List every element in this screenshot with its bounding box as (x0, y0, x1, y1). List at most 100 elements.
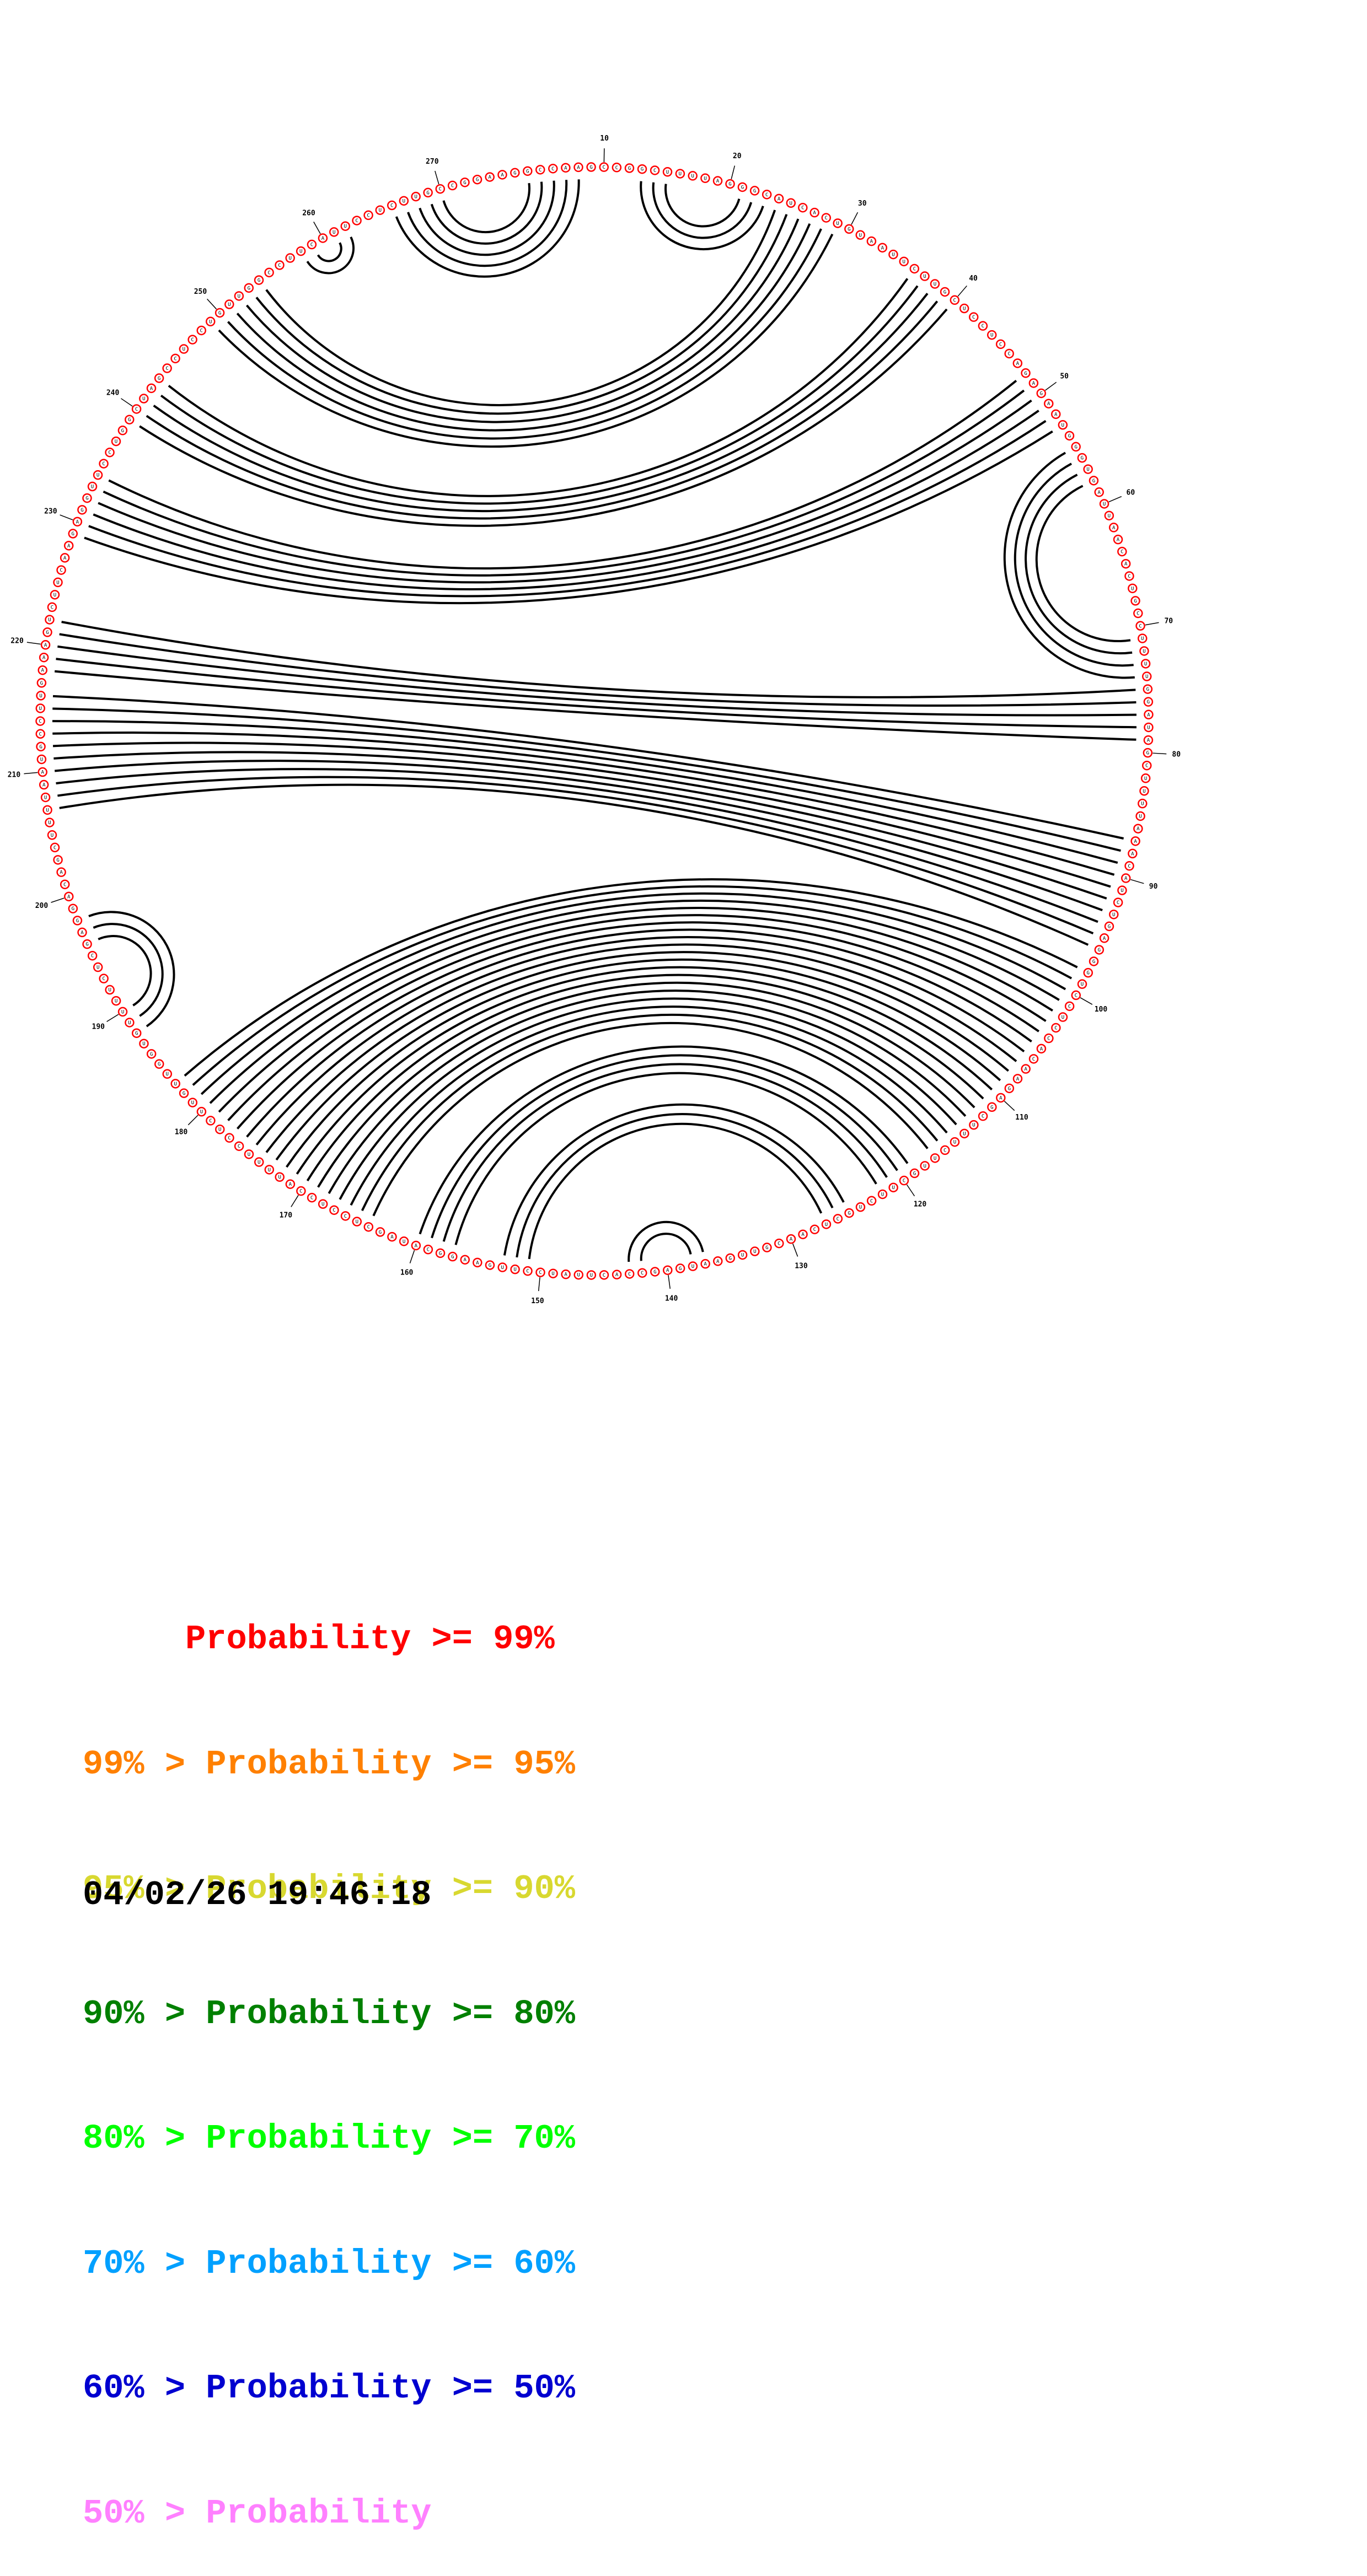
nucleotide: G (738, 183, 747, 191)
nucleotide-letter: U (1144, 776, 1147, 782)
legend-row-95-99: 99% > Probability >= 95% (83, 1744, 575, 1786)
nucleotide-letter: A (564, 165, 567, 171)
nucleotide-letter: U (121, 1009, 124, 1015)
nucleotide-letter: C (174, 356, 176, 362)
nucleotide: A (1114, 535, 1122, 544)
nucleotide: U (1138, 634, 1146, 643)
nucleotide-letter: A (67, 894, 71, 900)
nucleotide-letter: U (258, 1160, 260, 1165)
nucleotide: G (910, 1169, 919, 1177)
nucleotide: C (1143, 761, 1151, 770)
nucleotide: A (78, 928, 86, 937)
nucleotide: G (941, 288, 949, 296)
nucleotide: U (960, 1130, 968, 1138)
nucleotide: G (625, 164, 634, 173)
nucleotide: C (1005, 349, 1014, 358)
nucleotide: G (676, 1264, 684, 1272)
nucleotide: U (45, 616, 53, 624)
nucleotide-letter: C (801, 206, 804, 211)
nucleotide: G (1090, 957, 1098, 965)
nucleotide: A (574, 163, 582, 171)
nucleotide-letter: C (60, 568, 62, 573)
nucleotide: G (988, 1103, 996, 1111)
nucleotide-letter: U (892, 252, 894, 258)
nucleotide: C (100, 460, 108, 468)
position-tick (907, 1185, 914, 1196)
position-label: 210 (8, 771, 21, 779)
nucleotide: C (1125, 572, 1133, 580)
position-tick (410, 1250, 414, 1263)
nucleotide: U (37, 691, 45, 700)
nucleotide-letter: U (704, 176, 706, 181)
nucleotide: C (941, 1146, 949, 1154)
nucleotide: G (1065, 432, 1074, 440)
nucleotide: U (276, 1173, 284, 1181)
nucleotide-letter: A (813, 211, 816, 216)
nucleotide: A (701, 1260, 710, 1268)
nucleotide: A (811, 208, 819, 217)
nucleotide: G (726, 180, 735, 188)
nucleotide: A (996, 1094, 1005, 1102)
nucleotide-letter: A (60, 870, 63, 875)
nucleotide: G (1005, 1084, 1014, 1093)
nucleotide: C (57, 566, 66, 574)
nucleotide-letter: U (1145, 674, 1148, 680)
nucleotide-letter: C (355, 218, 358, 224)
nucleotide-letter: C (238, 1144, 240, 1149)
nucleotide-letter: U (577, 1273, 580, 1278)
nucleotide: G (245, 284, 253, 292)
nucleotide: C (1052, 1024, 1060, 1032)
nucleotide: U (689, 1262, 697, 1271)
nucleotide: U (575, 1271, 583, 1279)
nucleotide-letter: C (267, 270, 270, 276)
nucleotide: G (1095, 945, 1103, 954)
nucleotide-letter: C (299, 1189, 302, 1195)
nucleotide-letter: G (1146, 687, 1149, 692)
nucleotide: U (1084, 465, 1092, 474)
nucleotide-letter: U (836, 221, 839, 227)
nucleotide-letter: G (1108, 924, 1111, 929)
nucleotide: C (189, 336, 197, 344)
nucleotide: C (979, 322, 987, 330)
nucleotide-letter: C (367, 213, 369, 218)
nucleotide: C (536, 1268, 544, 1277)
nucleotide: C (364, 1223, 373, 1231)
nucleotide: A (613, 1271, 621, 1279)
nucleotide: U (1078, 980, 1086, 988)
nucleotide: U (1140, 647, 1148, 655)
nucleotide-letter: G (85, 942, 88, 948)
nucleotide-letter: G (653, 1270, 656, 1275)
nucleotide-letter: G (848, 1211, 850, 1216)
nucleotide: C (1065, 1002, 1074, 1010)
nucleotide-letter: U (356, 1219, 358, 1225)
nucleotide: A (498, 170, 506, 179)
nucleotide-letter: U (1141, 636, 1144, 642)
nucleotide-letter: U (344, 224, 347, 229)
nucleotide-letter: U (128, 1020, 131, 1026)
legend-row-ge99: Probability >= 99% (83, 1618, 575, 1660)
nucleotide: C (910, 265, 919, 273)
nucleotide-letter: A (1134, 839, 1137, 845)
nucleotide: U (206, 318, 215, 326)
position-label: 220 (10, 637, 24, 646)
nucleotide-letter: A (716, 179, 720, 184)
base-pair-arc (1005, 453, 1135, 677)
nucleotide: C (448, 181, 457, 190)
nucleotide-letter: U (1062, 423, 1064, 428)
base-pair-arc (318, 243, 341, 261)
nucleotide-letter: A (778, 196, 781, 202)
position-tick (1130, 880, 1144, 884)
nucleotide: U (1109, 910, 1118, 918)
nucleotide: U (969, 1121, 978, 1129)
nucleotide: C (163, 364, 171, 373)
position-label: 180 (175, 1128, 188, 1136)
nucleotide: U (353, 1218, 361, 1226)
nucleotide: U (216, 1125, 224, 1133)
nucleotide-letter: C (628, 1272, 631, 1277)
position-label: 190 (92, 1023, 105, 1031)
nucleotide: C (600, 1271, 608, 1279)
nucleotide: A (1144, 711, 1152, 719)
nucleotide-letter: U (403, 1239, 405, 1245)
nucleotide-letter: U (825, 1222, 828, 1228)
